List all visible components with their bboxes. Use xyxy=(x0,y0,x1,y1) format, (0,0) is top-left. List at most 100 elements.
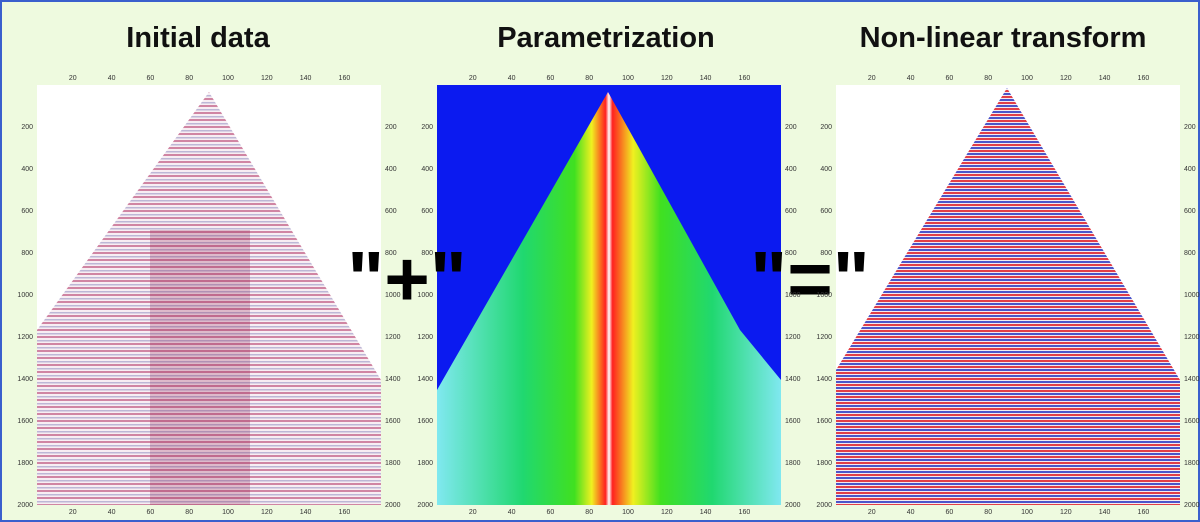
operator: "+" xyxy=(347,235,467,323)
y-tick-label: 200 xyxy=(820,124,832,131)
x-tick-label: 140 xyxy=(700,509,712,516)
y-tick-label: 600 xyxy=(1184,208,1196,215)
x-tick-label: 20 xyxy=(868,509,876,516)
x-tick-label: 80 xyxy=(185,75,193,82)
y-tick-label: 200 xyxy=(1184,124,1196,131)
y-tick-label: 1400 xyxy=(417,376,433,383)
y-tick-label: 1600 xyxy=(1184,418,1200,425)
panel-title: Parametrization xyxy=(497,22,715,54)
panel-image xyxy=(37,85,381,505)
y-tick-label: 800 xyxy=(820,250,832,257)
y-tick-label: 2000 xyxy=(1184,502,1200,509)
y-tick-label: 1400 xyxy=(1184,376,1200,383)
y-tick-label: 1000 xyxy=(1184,292,1200,299)
x-tick-label: 120 xyxy=(661,509,673,516)
y-tick-label: 800 xyxy=(1184,250,1196,257)
x-tick-label: 40 xyxy=(108,509,116,516)
x-tick-label: 20 xyxy=(868,75,876,82)
x-tick-label: 160 xyxy=(339,75,351,82)
x-tick-label: 20 xyxy=(69,509,77,516)
y-tick-label: 1200 xyxy=(17,334,33,341)
y-tick-label: 600 xyxy=(820,208,832,215)
y-tick-label: 2000 xyxy=(17,502,33,509)
x-tick-label: 140 xyxy=(700,75,712,82)
y-tick-label: 2000 xyxy=(785,502,801,509)
x-tick-label: 140 xyxy=(300,75,312,82)
x-tick-label: 120 xyxy=(1060,509,1072,516)
y-tick-label: 200 xyxy=(385,124,397,131)
y-tick-label: 2000 xyxy=(816,502,832,509)
x-tick-label: 60 xyxy=(946,509,954,516)
x-tick-label: 100 xyxy=(222,509,234,516)
x-tick-label: 40 xyxy=(907,75,915,82)
operator: "=" xyxy=(750,235,870,323)
y-tick-label: 1600 xyxy=(17,418,33,425)
x-tick-label: 160 xyxy=(739,75,751,82)
x-tick-label: 80 xyxy=(585,75,593,82)
y-tick-label: 1400 xyxy=(816,376,832,383)
x-tick-label: 60 xyxy=(147,75,155,82)
x-tick-label: 60 xyxy=(147,509,155,516)
x-tick-label: 160 xyxy=(339,509,351,516)
y-tick-label: 400 xyxy=(820,166,832,173)
x-tick-label: 40 xyxy=(907,509,915,516)
x-tick-label: 140 xyxy=(1099,75,1111,82)
x-tick-label: 160 xyxy=(1138,75,1150,82)
y-tick-label: 1200 xyxy=(385,334,401,341)
y-tick-label: 1000 xyxy=(816,292,832,299)
y-tick-label: 200 xyxy=(21,124,33,131)
x-tick-label: 100 xyxy=(1021,75,1033,82)
y-tick-label: 400 xyxy=(1184,166,1196,173)
y-tick-label: 600 xyxy=(21,208,33,215)
y-tick-label: 1200 xyxy=(1184,334,1200,341)
x-tick-label: 60 xyxy=(946,75,954,82)
y-tick-label: 1800 xyxy=(1184,460,1200,467)
y-tick-label: 1200 xyxy=(785,334,801,341)
x-tick-label: 120 xyxy=(1060,75,1072,82)
y-tick-label: 1000 xyxy=(385,292,401,299)
y-tick-label: 1000 xyxy=(417,292,433,299)
x-tick-label: 60 xyxy=(547,509,555,516)
x-tick-label: 40 xyxy=(508,509,516,516)
panel-image xyxy=(437,85,781,505)
y-tick-label: 2000 xyxy=(417,502,433,509)
x-tick-label: 80 xyxy=(984,509,992,516)
panel-image xyxy=(836,85,1180,505)
y-tick-label: 200 xyxy=(785,124,797,131)
y-tick-label: 1600 xyxy=(816,418,832,425)
x-tick-label: 100 xyxy=(1021,509,1033,516)
x-tick-label: 140 xyxy=(300,509,312,516)
panel-title: Initial data xyxy=(126,22,270,54)
x-tick-label: 140 xyxy=(1099,509,1111,516)
panel-title: Non-linear transform xyxy=(860,22,1147,54)
x-tick-label: 120 xyxy=(261,75,273,82)
y-tick-label: 600 xyxy=(785,208,797,215)
x-tick-label: 60 xyxy=(547,75,555,82)
y-tick-label: 1200 xyxy=(816,334,832,341)
x-tick-label: 100 xyxy=(622,75,634,82)
y-tick-label: 800 xyxy=(785,250,797,257)
y-tick-label: 1200 xyxy=(417,334,433,341)
x-tick-label: 160 xyxy=(1138,509,1150,516)
y-tick-label: 1400 xyxy=(17,376,33,383)
x-tick-label: 80 xyxy=(984,75,992,82)
y-tick-label: 1600 xyxy=(785,418,801,425)
x-tick-label: 20 xyxy=(69,75,77,82)
y-tick-label: 800 xyxy=(21,250,33,257)
y-tick-label: 1800 xyxy=(785,460,801,467)
x-tick-label: 80 xyxy=(585,509,593,516)
y-tick-label: 1800 xyxy=(17,460,33,467)
y-tick-label: 600 xyxy=(421,208,433,215)
y-tick-label: 1000 xyxy=(17,292,33,299)
x-tick-label: 100 xyxy=(622,509,634,516)
x-tick-label: 120 xyxy=(661,75,673,82)
y-tick-label: 800 xyxy=(421,250,433,257)
y-tick-label: 1800 xyxy=(816,460,832,467)
x-tick-label: 80 xyxy=(185,509,193,516)
x-tick-label: 160 xyxy=(739,509,751,516)
y-tick-label: 1600 xyxy=(385,418,401,425)
y-tick-label: 1800 xyxy=(417,460,433,467)
y-tick-label: 1000 xyxy=(785,292,801,299)
y-tick-label: 1800 xyxy=(385,460,401,467)
